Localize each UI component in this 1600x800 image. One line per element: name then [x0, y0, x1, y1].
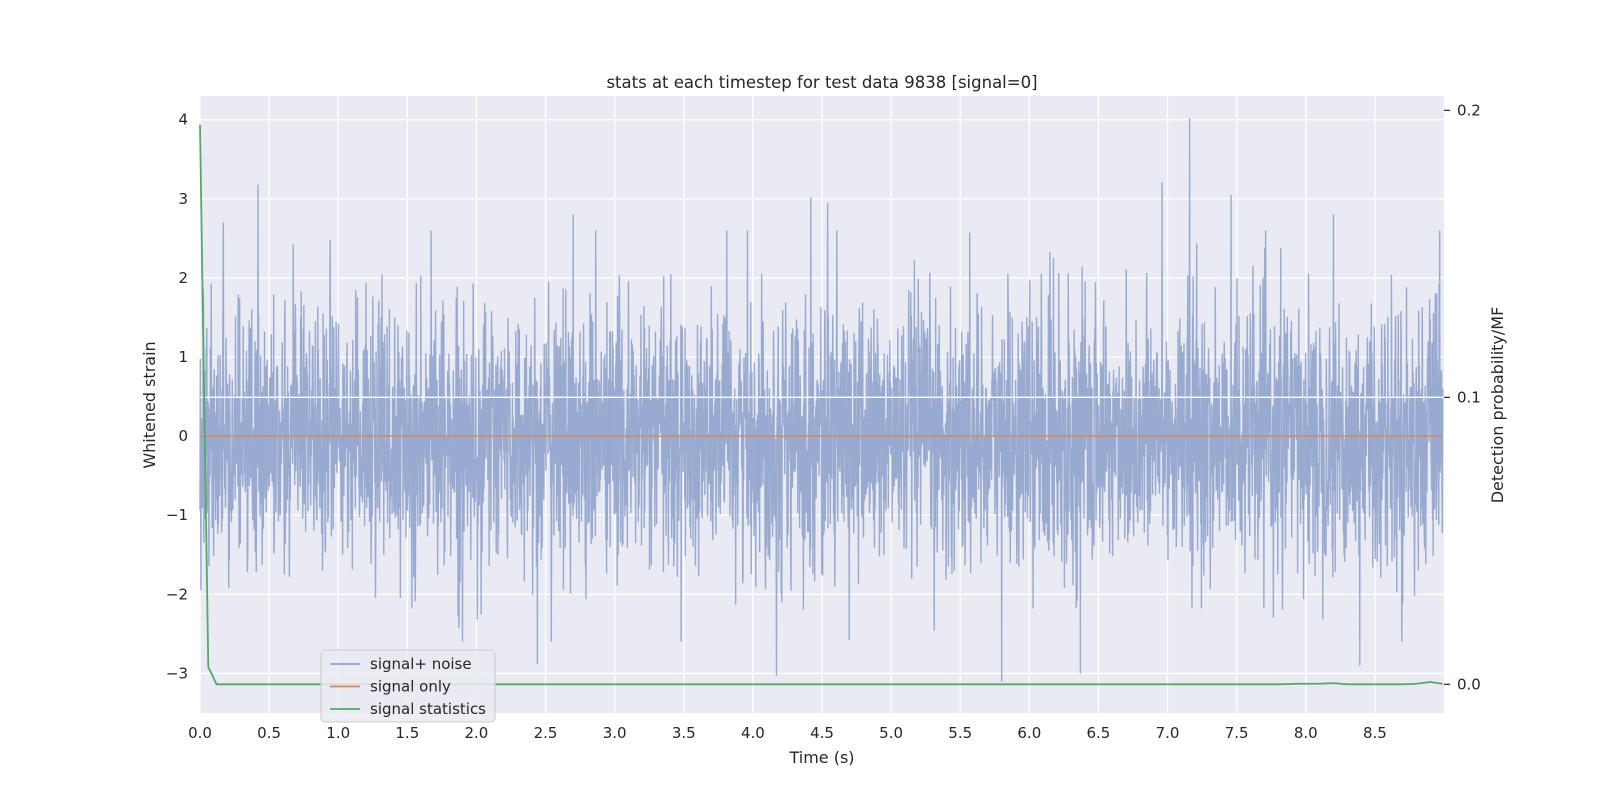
y-tick-label: −2 — [166, 585, 188, 603]
axes-layer: 0.0 0.5 1.0 1.5 2.0 2.5 3.0 3.5 4.0 4.5 5.0 5.5 6.0 6… — [166, 101, 1481, 742]
x-tick-label: 5.0 — [879, 724, 903, 742]
x-tick-label: 3.5 — [672, 724, 696, 742]
x-tick-label: 2.0 — [465, 724, 489, 742]
legend: signal+ noise signal only signal statistic… — [320, 649, 496, 723]
y-tick-label: −3 — [166, 664, 188, 682]
x-tick-label: 3.0 — [603, 724, 627, 742]
y-tick-label: 0 — [178, 427, 188, 445]
x-axis-label: Time (s) — [788, 748, 854, 767]
x-tick-label: 4.0 — [741, 724, 765, 742]
y2-tick-label: 0.2 — [1457, 101, 1481, 119]
x-tick-label: 0.0 — [188, 724, 212, 742]
y-tick-label: 1 — [178, 348, 188, 366]
x-tick-label: 8.0 — [1294, 724, 1318, 742]
x-tick-label: 7.0 — [1156, 724, 1180, 742]
legend-label: signal statistics — [370, 700, 486, 718]
x-tick-label: 1.5 — [395, 724, 419, 742]
y-tick-label: −1 — [166, 506, 188, 524]
x-tick-label: 0.5 — [257, 724, 281, 742]
x-tick-label: 2.5 — [534, 724, 558, 742]
y2-tick-label: 0.0 — [1457, 675, 1481, 693]
x-tick-label: 7.5 — [1225, 724, 1249, 742]
y-tick-label: 4 — [178, 111, 188, 129]
y2-axis-label: Detection probability/MF — [1488, 307, 1507, 504]
x-tick-label: 8.5 — [1363, 724, 1387, 742]
y-axis-label: Whitened strain — [140, 341, 159, 468]
y-tick-label: 3 — [178, 190, 188, 208]
y-tick-label: 2 — [178, 269, 188, 287]
series-signal-statistics — [199, 124, 1443, 686]
legend-box — [320, 649, 496, 723]
y2-tick-label: 0.1 — [1457, 388, 1481, 406]
series-signal-noise — [199, 118, 1444, 682]
chart-title: stats at each timestep for test data 983… — [606, 73, 1037, 92]
legend-label: signal+ noise — [370, 655, 472, 673]
x-tick-label: 6.0 — [1017, 724, 1041, 742]
x-tick-label: 6.5 — [1087, 724, 1111, 742]
x-tick-label: 1.0 — [326, 724, 350, 742]
legend-label: signal only — [370, 678, 451, 696]
x-tick-label: 4.5 — [810, 724, 834, 742]
series-layer — [199, 118, 1444, 686]
x-tick-label: 5.5 — [948, 724, 972, 742]
